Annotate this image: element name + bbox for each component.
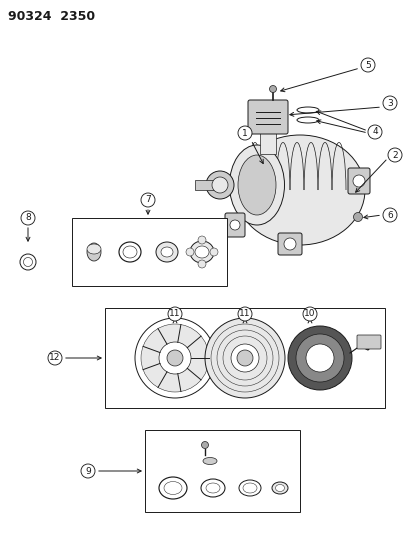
Circle shape [197, 236, 206, 244]
Circle shape [21, 211, 35, 225]
Circle shape [283, 238, 295, 250]
Ellipse shape [211, 177, 228, 193]
Text: 11: 11 [239, 310, 250, 319]
Text: 5: 5 [364, 61, 370, 69]
Ellipse shape [242, 483, 256, 493]
Bar [72, 218, 226, 286]
Text: 12: 12 [49, 353, 61, 362]
Ellipse shape [229, 145, 284, 225]
Circle shape [141, 324, 209, 392]
Text: 90324  2350: 90324 2350 [8, 10, 95, 22]
Circle shape [352, 175, 364, 187]
Circle shape [382, 208, 396, 222]
Ellipse shape [24, 257, 33, 266]
Ellipse shape [156, 242, 178, 262]
Ellipse shape [202, 457, 216, 464]
Circle shape [204, 318, 284, 398]
Text: 6: 6 [386, 211, 392, 220]
Circle shape [168, 307, 182, 321]
Bar [105, 308, 384, 408]
Circle shape [237, 307, 252, 321]
Circle shape [201, 441, 208, 448]
Circle shape [81, 464, 95, 478]
Circle shape [387, 148, 401, 162]
Circle shape [159, 342, 190, 374]
Ellipse shape [164, 481, 182, 495]
Circle shape [236, 350, 252, 366]
Circle shape [367, 125, 381, 139]
Circle shape [382, 96, 396, 110]
Ellipse shape [87, 244, 101, 254]
FancyBboxPatch shape [247, 100, 287, 134]
FancyBboxPatch shape [224, 213, 244, 237]
Text: 11: 11 [169, 310, 180, 319]
Circle shape [48, 351, 62, 365]
Bar [145, 430, 299, 512]
Bar [195, 180, 223, 190]
Ellipse shape [235, 135, 364, 245]
Circle shape [185, 248, 194, 256]
Circle shape [269, 85, 276, 93]
Text: 9: 9 [85, 466, 91, 475]
Circle shape [166, 350, 183, 366]
FancyBboxPatch shape [347, 168, 369, 194]
Ellipse shape [195, 246, 209, 258]
Circle shape [295, 334, 343, 382]
Ellipse shape [275, 484, 284, 491]
Text: 10: 10 [304, 310, 315, 319]
Circle shape [287, 326, 351, 390]
Circle shape [360, 58, 374, 72]
FancyBboxPatch shape [356, 335, 380, 349]
Circle shape [230, 220, 240, 230]
Text: 8: 8 [25, 214, 31, 222]
FancyBboxPatch shape [277, 233, 301, 255]
Bar [259, 132, 275, 154]
Circle shape [237, 126, 252, 140]
Ellipse shape [161, 247, 173, 257]
Ellipse shape [190, 241, 214, 263]
Ellipse shape [237, 155, 275, 215]
Text: 4: 4 [371, 127, 377, 136]
Circle shape [302, 307, 316, 321]
Text: 1: 1 [242, 128, 247, 138]
Circle shape [197, 260, 206, 268]
Circle shape [353, 213, 362, 222]
Circle shape [141, 193, 154, 207]
Text: 3: 3 [386, 99, 392, 108]
Circle shape [305, 344, 333, 372]
Text: 2: 2 [391, 150, 397, 159]
Ellipse shape [87, 243, 101, 261]
Ellipse shape [206, 483, 219, 493]
Ellipse shape [271, 482, 287, 494]
Text: 7: 7 [145, 196, 150, 205]
Circle shape [209, 248, 218, 256]
Ellipse shape [123, 246, 137, 258]
Circle shape [230, 344, 259, 372]
Ellipse shape [206, 171, 233, 199]
